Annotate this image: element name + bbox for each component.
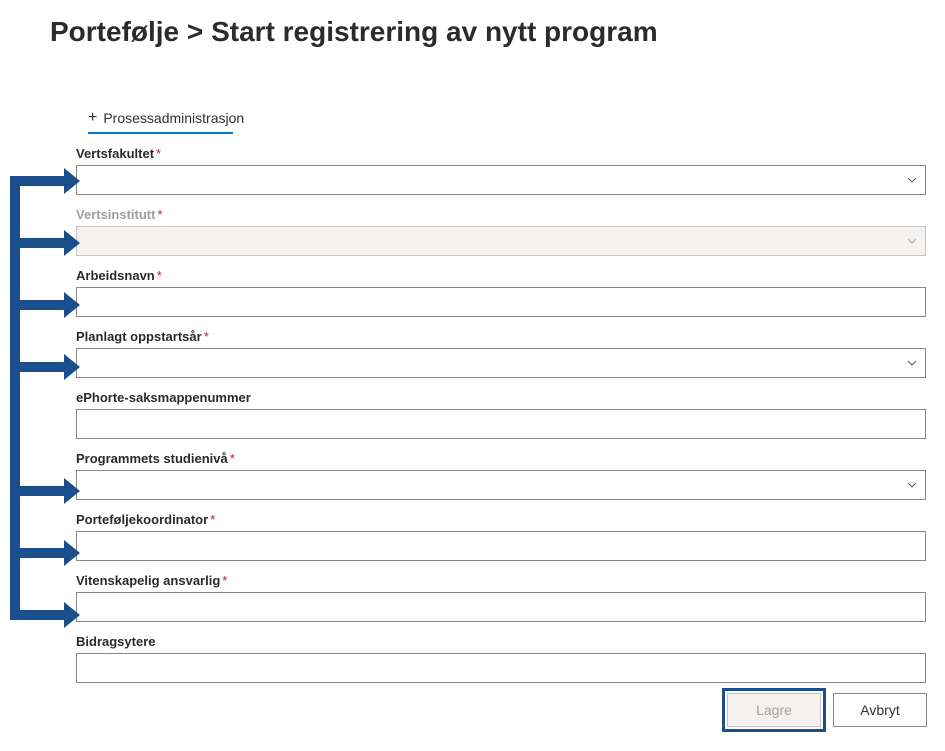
field-label-text: Bidragsytere — [76, 634, 155, 649]
chevron-down-icon — [907, 480, 917, 490]
chevron-down-icon — [907, 175, 917, 185]
input-ephorte[interactable] — [76, 409, 926, 439]
annotation-arrow — [10, 362, 66, 372]
field-label-text: Vertsfakultet — [76, 146, 154, 161]
field-label-text: Planlagt oppstartsår — [76, 329, 202, 344]
select-vertsinstitutt — [76, 226, 926, 256]
field-ephorte: ePhorte-saksmappenummer — [76, 390, 926, 439]
field-label-studieniva: Programmets studienivå* — [76, 451, 926, 466]
input-koordinator[interactable] — [76, 531, 926, 561]
chevron-down-icon — [907, 236, 917, 246]
page-canvas: Portefølje > Start registrering av nytt … — [0, 0, 945, 751]
field-label-bidragsytere: Bidragsytere — [76, 634, 926, 649]
required-star-icon: * — [210, 512, 215, 527]
field-vitenskapelig: Vitenskapelig ansvarlig* — [76, 573, 926, 622]
field-label-ephorte: ePhorte-saksmappenummer — [76, 390, 926, 405]
required-star-icon: * — [157, 207, 162, 222]
cancel-button[interactable]: Avbryt — [833, 693, 927, 727]
field-koordinator: Porteføljekoordinator* — [76, 512, 926, 561]
field-label-planlagt_oppstart: Planlagt oppstartsår* — [76, 329, 926, 344]
field-vertsfakultet: Vertsfakultet* — [76, 146, 926, 195]
field-label-text: Arbeidsnavn — [76, 268, 155, 283]
field-label-vertsinstitutt: Vertsinstitutt* — [76, 207, 926, 222]
required-star-icon: * — [222, 573, 227, 588]
form-area: Vertsfakultet*Vertsinstitutt*Arbeidsnavn… — [76, 146, 926, 695]
field-planlagt_oppstart: Planlagt oppstartsår* — [76, 329, 926, 378]
annotation-arrow — [10, 548, 66, 558]
field-label-vertsfakultet: Vertsfakultet* — [76, 146, 926, 161]
required-star-icon: * — [230, 451, 235, 466]
save-button[interactable]: Lagre — [727, 693, 821, 727]
tab-label: Prosessadministrasjon — [103, 110, 244, 126]
field-label-text: Programmets studienivå — [76, 451, 228, 466]
field-bidragsytere: Bidragsytere — [76, 634, 926, 683]
breadcrumb-separator: > — [187, 16, 203, 47]
field-studieniva: Programmets studienivå* — [76, 451, 926, 500]
breadcrumb: Portefølje > Start registrering av nytt … — [50, 16, 658, 48]
field-label-text: ePhorte-saksmappenummer — [76, 390, 251, 405]
breadcrumb-level2: Start registrering av nytt program — [211, 16, 658, 47]
save-button-label: Lagre — [756, 702, 792, 718]
select-planlagt_oppstart[interactable] — [76, 348, 926, 378]
annotation-arrow — [10, 176, 66, 186]
required-star-icon: * — [156, 146, 161, 161]
field-label-text: Porteføljekoordinator — [76, 512, 208, 527]
chevron-down-icon — [907, 358, 917, 368]
annotation-arrow — [10, 238, 66, 248]
annotation-arrow — [10, 610, 66, 620]
required-star-icon: * — [157, 268, 162, 283]
tab-prosessadministrasjon[interactable]: + Prosessadministrasjon — [88, 110, 233, 134]
field-label-vitenskapelig: Vitenskapelig ansvarlig* — [76, 573, 926, 588]
input-vitenskapelig[interactable] — [76, 592, 926, 622]
field-label-text: Vitenskapelig ansvarlig — [76, 573, 220, 588]
annotation-arrow — [10, 486, 66, 496]
field-label-koordinator: Porteføljekoordinator* — [76, 512, 926, 527]
required-star-icon: * — [204, 329, 209, 344]
field-label-arbeidsnavn: Arbeidsnavn* — [76, 268, 926, 283]
plus-icon: + — [88, 111, 97, 125]
input-arbeidsnavn[interactable] — [76, 287, 926, 317]
select-vertsfakultet[interactable] — [76, 165, 926, 195]
cancel-button-label: Avbryt — [860, 702, 899, 718]
field-label-text: Vertsinstitutt — [76, 207, 155, 222]
select-studieniva[interactable] — [76, 470, 926, 500]
input-bidragsytere[interactable] — [76, 653, 926, 683]
field-vertsinstitutt: Vertsinstitutt* — [76, 207, 926, 256]
breadcrumb-level1[interactable]: Portefølje — [50, 16, 179, 47]
field-arbeidsnavn: Arbeidsnavn* — [76, 268, 926, 317]
button-row: Lagre Avbryt — [727, 693, 927, 727]
annotation-arrow — [10, 300, 66, 310]
